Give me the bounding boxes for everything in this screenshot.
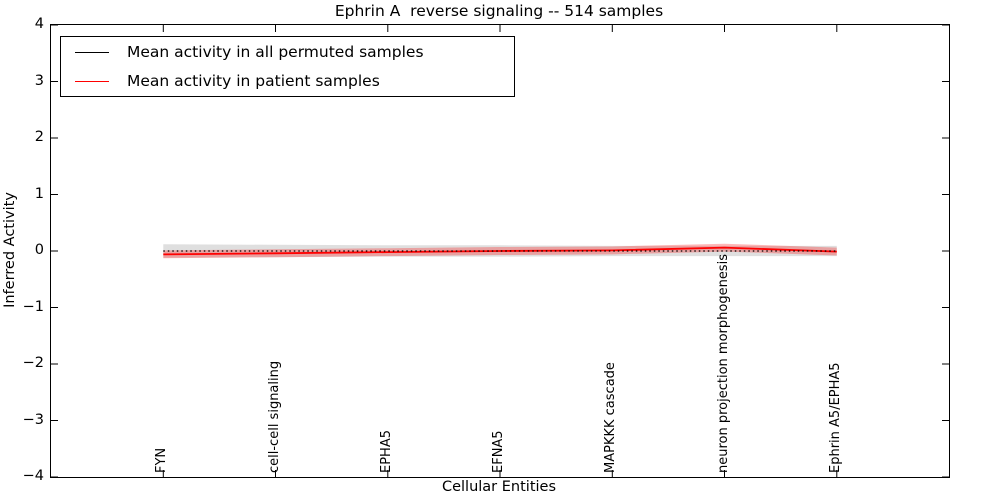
y-tick-label: 0 — [34, 242, 44, 258]
y-tick-label: 2 — [34, 129, 44, 145]
y-tick-label: 3 — [34, 72, 44, 89]
x-tick-label: neuron projection morphogenesis — [715, 254, 731, 473]
x-tick-label: MAPKKK cascade — [603, 362, 619, 473]
x-tick-label: FYN — [154, 447, 170, 473]
y-tick-label: −4 — [22, 468, 44, 484]
y-tick-label: −1 — [22, 298, 44, 315]
y-tick-label: −3 — [22, 411, 44, 428]
legend-label-patient: Mean activity in patient samples — [127, 72, 380, 90]
legend-item-patient: Mean activity in patient samples — [61, 67, 514, 96]
y-tick-label: −2 — [22, 355, 44, 371]
patient-line-swatch — [75, 80, 109, 82]
y-tick-label: 4 — [34, 16, 44, 32]
x-axis-label: Cellular Entities — [441, 479, 557, 495]
y-axis-label: Inferred Activity — [2, 192, 18, 308]
chart-title: Ephrin A reverse signaling -- 514 sample… — [334, 2, 664, 20]
plot-area — [50, 24, 950, 478]
legend-label-permuted: Mean activity in all permuted samples — [127, 43, 424, 61]
x-tick-label: EPHA5 — [378, 430, 394, 473]
plot-canvas — [51, 25, 949, 477]
patient-mean-line — [163, 246, 837, 256]
y-tick-label: 1 — [34, 185, 44, 202]
permuted-line-swatch — [75, 51, 109, 53]
x-tick-label: cell-cell signaling — [266, 360, 282, 473]
legend-box: Mean activity in all permuted samples Me… — [60, 36, 515, 97]
x-tick-label: Ephrin A5/EPHA5 — [827, 362, 843, 473]
x-tick-label: EFNA5 — [491, 430, 506, 473]
legend-item-permuted: Mean activity in all permuted samples — [61, 38, 514, 67]
